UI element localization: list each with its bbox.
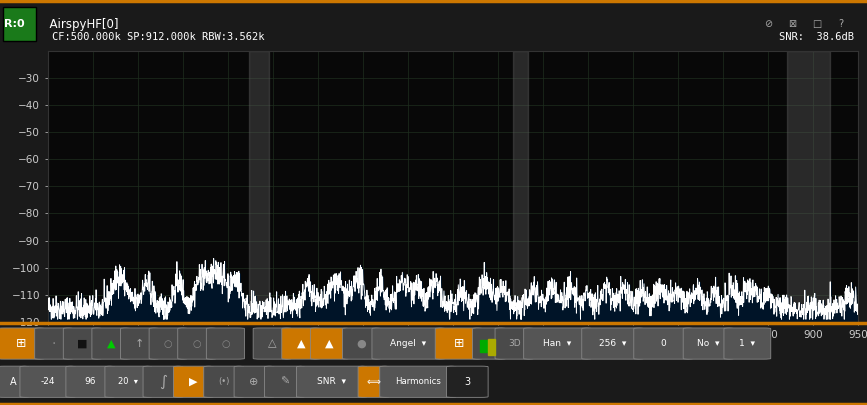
FancyBboxPatch shape [358, 366, 389, 397]
FancyBboxPatch shape [310, 328, 349, 359]
FancyBboxPatch shape [3, 7, 36, 41]
Text: SNR:  38.6dB: SNR: 38.6dB [779, 32, 854, 43]
FancyBboxPatch shape [253, 328, 291, 359]
Text: 20  ▾: 20 ▾ [118, 377, 139, 386]
Text: (•): (•) [218, 377, 230, 386]
FancyBboxPatch shape [634, 328, 693, 359]
Text: AirspyHF[0]: AirspyHF[0] [42, 18, 118, 31]
FancyBboxPatch shape [582, 328, 643, 359]
Text: ⊞: ⊞ [16, 337, 26, 350]
Text: ●: ● [356, 339, 367, 349]
FancyBboxPatch shape [447, 366, 488, 397]
FancyBboxPatch shape [297, 366, 367, 397]
FancyBboxPatch shape [683, 328, 733, 359]
FancyBboxPatch shape [342, 328, 381, 359]
Text: Harmonics: Harmonics [395, 377, 440, 386]
FancyBboxPatch shape [178, 328, 216, 359]
Text: ∫: ∫ [159, 374, 167, 389]
Text: ↑: ↑ [135, 339, 144, 349]
FancyBboxPatch shape [495, 328, 533, 359]
FancyBboxPatch shape [282, 328, 320, 359]
Bar [488, 339, 495, 355]
Text: □: □ [812, 19, 821, 29]
Text: A: A [10, 377, 16, 387]
Text: R:0: R:0 [4, 19, 25, 29]
Text: ?: ? [838, 19, 844, 29]
FancyBboxPatch shape [20, 366, 75, 397]
Bar [513, 51, 528, 322]
FancyBboxPatch shape [63, 328, 101, 359]
FancyBboxPatch shape [173, 366, 213, 397]
Text: ▶: ▶ [189, 377, 198, 387]
Text: 256  ▾: 256 ▾ [599, 339, 626, 348]
Text: △: △ [268, 339, 277, 349]
Text: ✎: ✎ [280, 377, 289, 387]
FancyBboxPatch shape [92, 328, 130, 359]
Text: 96: 96 [84, 377, 96, 386]
Text: -24: -24 [41, 377, 55, 386]
Text: 3: 3 [464, 377, 471, 387]
FancyBboxPatch shape [524, 328, 591, 359]
Text: ·: · [51, 337, 56, 351]
FancyBboxPatch shape [435, 328, 482, 359]
Bar [480, 340, 487, 352]
Text: 0: 0 [661, 339, 666, 348]
FancyBboxPatch shape [380, 366, 456, 397]
FancyBboxPatch shape [143, 366, 183, 397]
FancyBboxPatch shape [234, 366, 274, 397]
FancyBboxPatch shape [204, 366, 244, 397]
Text: SNR  ▾: SNR ▾ [317, 377, 346, 386]
FancyBboxPatch shape [121, 328, 159, 359]
Text: ○: ○ [164, 339, 173, 349]
FancyBboxPatch shape [35, 328, 73, 359]
Text: No  ▾: No ▾ [697, 339, 720, 348]
Text: Angel  ▾: Angel ▾ [390, 339, 427, 348]
Text: ⟺: ⟺ [367, 377, 381, 387]
FancyBboxPatch shape [264, 366, 304, 397]
FancyBboxPatch shape [206, 328, 244, 359]
FancyBboxPatch shape [372, 328, 445, 359]
Bar [787, 51, 831, 322]
Text: Han  ▾: Han ▾ [544, 339, 571, 348]
FancyBboxPatch shape [0, 328, 44, 359]
FancyBboxPatch shape [66, 366, 114, 397]
Text: ⊠: ⊠ [788, 19, 797, 29]
Text: 1  ▾: 1 ▾ [740, 339, 755, 348]
FancyBboxPatch shape [0, 366, 29, 397]
Text: 3D: 3D [508, 339, 520, 348]
FancyBboxPatch shape [724, 328, 771, 359]
Text: ⊞: ⊞ [453, 337, 464, 350]
Bar [250, 51, 270, 322]
Text: ▲: ▲ [325, 339, 334, 349]
Text: ⊘: ⊘ [764, 19, 772, 29]
Text: ▲: ▲ [297, 339, 305, 349]
FancyBboxPatch shape [105, 366, 152, 397]
FancyBboxPatch shape [149, 328, 187, 359]
Text: CF:500.000k SP:912.000k RBW:3.562k: CF:500.000k SP:912.000k RBW:3.562k [52, 32, 264, 43]
FancyBboxPatch shape [473, 328, 505, 359]
Text: ▲: ▲ [107, 339, 115, 349]
Text: ○: ○ [192, 339, 201, 349]
Text: ■: ■ [77, 339, 88, 349]
Text: ○: ○ [221, 339, 230, 349]
Text: ⊕: ⊕ [250, 377, 258, 387]
